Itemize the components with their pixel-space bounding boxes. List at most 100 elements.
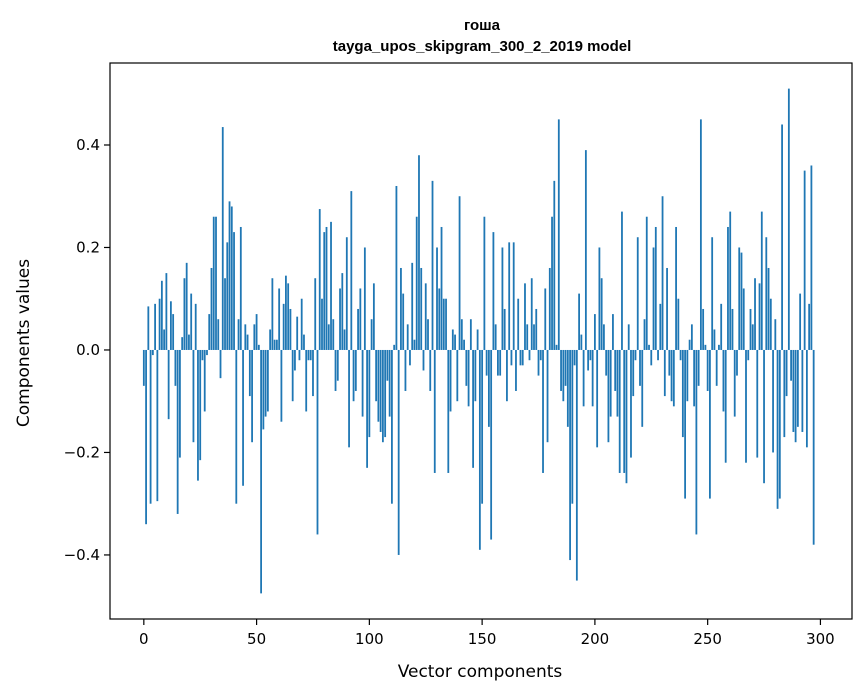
bar-225: [650, 349, 653, 366]
bar-156: [494, 324, 497, 350]
bar-179: [546, 349, 549, 443]
bar-112: [395, 185, 398, 350]
bar-157: [497, 349, 499, 376]
bar-52: [260, 349, 262, 594]
bar-204: [603, 324, 605, 350]
bar-124: [422, 349, 425, 371]
bar-80: [323, 232, 326, 350]
bar-167: [519, 349, 522, 366]
bar-79: [321, 298, 323, 350]
x-axis-ticks: 0 50 100 150 200 250 300: [139, 619, 835, 648]
bar-145: [469, 319, 472, 350]
bar-286: [787, 88, 790, 350]
bar-92: [350, 191, 353, 350]
bar-27: [203, 349, 206, 412]
bar-36: [224, 278, 226, 350]
bar-142: [463, 339, 465, 350]
bar-276: [765, 237, 768, 350]
bar-12: [169, 301, 172, 350]
bar-201: [596, 349, 599, 448]
bar-154: [490, 349, 493, 540]
bar-147: [474, 349, 477, 402]
bar-73: [307, 349, 310, 361]
bar-288: [792, 349, 795, 432]
bar-170: [526, 324, 529, 350]
bar-197: [587, 349, 590, 371]
bar-219: [636, 237, 639, 350]
bar-287: [790, 349, 792, 381]
bar-143: [465, 349, 468, 386]
bar-223: [645, 216, 648, 350]
bar-277: [767, 267, 770, 350]
bar-84: [332, 319, 335, 350]
bar-45: [244, 324, 247, 350]
x-tick-label: 150: [468, 630, 497, 648]
bar-202: [598, 247, 601, 350]
bar-94: [354, 349, 357, 391]
bar-134: [445, 298, 447, 350]
bar-70: [300, 298, 303, 350]
bar-119: [411, 262, 414, 350]
bar-211: [618, 349, 621, 473]
bar-235: [672, 349, 675, 407]
bar-296: [810, 165, 813, 350]
bar-297: [812, 349, 815, 545]
bar-290: [796, 349, 799, 427]
bar-173: [533, 324, 535, 350]
bar-268: [747, 349, 750, 361]
bar-114: [400, 267, 402, 350]
bar-271: [754, 278, 756, 350]
bar-126: [427, 319, 429, 350]
bar-42: [237, 319, 240, 350]
bar-269: [749, 308, 752, 350]
plot-frame: [109, 62, 853, 620]
bar-60: [278, 288, 281, 350]
bar-103: [375, 349, 378, 402]
bar-176: [539, 349, 542, 361]
bar-17: [181, 337, 184, 350]
x-tick-label: 100: [355, 630, 384, 648]
bar-254: [715, 349, 718, 386]
bar-209: [614, 349, 617, 391]
bar-253: [713, 329, 716, 350]
x-tick-label: 0: [139, 630, 149, 648]
bar-184: [557, 119, 560, 350]
bar-59: [275, 339, 278, 350]
bar-166: [517, 298, 520, 350]
y-tick-label: 0.4: [76, 136, 100, 154]
bar-44: [242, 349, 244, 486]
bar-247: [699, 119, 702, 350]
bar-43: [239, 226, 242, 350]
bar-38: [228, 201, 231, 350]
bar-246: [697, 349, 700, 386]
bar-238: [679, 349, 682, 361]
bar-39: [230, 206, 233, 350]
x-axis-label: Vector components: [398, 662, 563, 682]
bar-123: [420, 267, 423, 350]
bar-67: [294, 349, 296, 371]
y-axis-ticks: −0.4 −0.2 0.0 0.2 0.4: [64, 136, 110, 564]
bar-5: [154, 303, 156, 350]
bar-87: [339, 288, 341, 350]
bar-58: [273, 339, 276, 350]
bar-194: [580, 334, 583, 350]
bar-208: [612, 314, 614, 350]
bar-26: [201, 349, 204, 361]
bar-122: [418, 155, 420, 350]
bar-32: [215, 216, 217, 350]
chart-title: гоша: [464, 17, 501, 34]
bar-2: [147, 306, 150, 350]
bar-118: [409, 349, 411, 366]
bar-183: [555, 344, 558, 350]
bar-257: [722, 349, 725, 412]
bar-137: [451, 329, 454, 350]
bar-213: [623, 349, 626, 473]
bar-41: [235, 349, 238, 504]
bar-89: [343, 329, 346, 350]
bar-149: [478, 349, 481, 550]
bar-101: [370, 319, 373, 350]
bar-11: [167, 349, 170, 420]
bar-72: [305, 349, 308, 412]
bar-266: [742, 288, 745, 350]
bar-53: [262, 349, 265, 430]
